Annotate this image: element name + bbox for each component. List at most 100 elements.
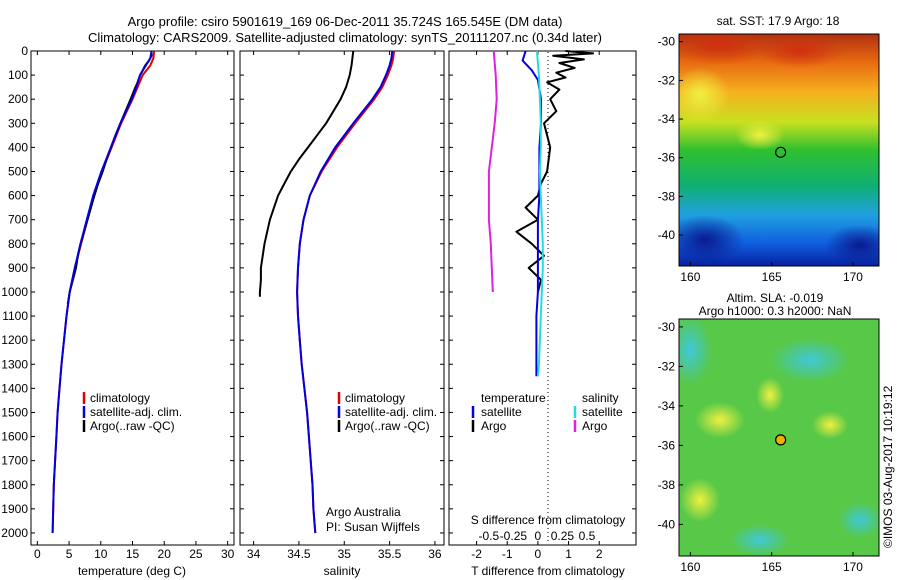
legend-label-argo: Argo(..raw -QC): [345, 419, 430, 433]
legend-label-s-argo: Argo: [582, 419, 608, 433]
depth-tick-label: 1600: [1, 430, 28, 444]
temperature-x-axis: 0 5 10 15 20 25 30: [34, 51, 235, 561]
depth-tick-label: 800: [8, 237, 28, 251]
sla-float-marker: [775, 434, 787, 446]
x-tick-label: 35.5: [378, 547, 402, 561]
legend-salinity-heading: salinity: [582, 391, 619, 405]
legend-label-argo: Argo(..raw -QC): [90, 419, 175, 433]
x-tick-label: -1: [502, 547, 513, 561]
sla-map-axes: -30 -32 -34 -36 -38 -40 160 165 170: [658, 320, 864, 574]
profile-line-satellite-adj-clim-: [51, 50, 153, 534]
s-tick-label: -0.5: [479, 529, 500, 543]
lon-tick-label: 165: [762, 560, 782, 574]
salinity-panel-frame: [239, 50, 445, 546]
lat-tick-label: -38: [658, 189, 676, 203]
depth-tick-label: 400: [8, 140, 28, 154]
depth-tick-label: 600: [8, 189, 28, 203]
salinity-legend: climatology satellite-adj. clim. Argo(..…: [337, 391, 437, 433]
sla-map-title: Altim. SLA: -0.019: [727, 291, 824, 305]
figure-title-line1: Argo profile: csiro 5901619_169 06-Dec-2…: [128, 14, 563, 29]
legend-label-satellite: satellite-adj. clim.: [90, 405, 182, 419]
lat-tick-label: -34: [658, 399, 676, 413]
x-tick-label: 30: [221, 547, 235, 561]
sst-map-title: sat. SST: 17.9 Argo: 18: [717, 14, 840, 28]
legend-label-t-argo: Argo: [481, 419, 507, 433]
sla-map-image: [679, 319, 879, 556]
depth-tick-label: 1000: [1, 285, 28, 299]
depth-tick-label: 700: [8, 213, 28, 227]
depth-tick-label: 1700: [1, 454, 28, 468]
x-tick-label: 20: [158, 547, 172, 561]
lon-tick-label: 160: [680, 560, 700, 574]
profile-line-satellite-adj-clim-: [296, 50, 394, 534]
lat-tick-label: -40: [658, 517, 676, 531]
s-tick-label: 0.5: [579, 529, 596, 543]
legend-temperature-heading: temperature: [481, 391, 546, 405]
x-tick-label: 35: [338, 547, 352, 561]
x-tick-label: 10: [94, 547, 108, 561]
sst-map-frame: [678, 33, 880, 267]
institution-note: Argo Australia: [326, 505, 401, 519]
profile-lines: [51, 50, 595, 534]
difference-legend: temperature salinity satellite Argo sate…: [471, 391, 623, 433]
lat-tick-label: -38: [658, 478, 676, 492]
x-tick-label: 36: [428, 547, 442, 561]
s-difference-label: S difference from climatology: [471, 513, 626, 527]
depth-tick-label: 1400: [1, 381, 28, 395]
depth-tick-label: 100: [8, 68, 28, 82]
sst-float-marker: [775, 146, 787, 158]
lon-tick-label: 160: [680, 270, 700, 284]
legend-label-s-satellite: satellite: [582, 405, 623, 419]
salinity-axis-label: salinity: [324, 564, 361, 578]
lon-tick-label: 170: [843, 270, 863, 284]
lat-tick-label: -36: [658, 438, 676, 452]
temperature-legend: climatology satellite-adj. clim. Argo(..…: [82, 391, 182, 433]
profile-line-t-argo: [515, 50, 595, 293]
depth-tick-label: 1100: [2, 309, 28, 323]
t-difference-label: T difference from climatology: [471, 564, 625, 578]
sla-map-frame: [678, 318, 880, 557]
s-tick-label: 0.25: [551, 529, 575, 543]
difference-x-axes: -2 -1 0 1 2 -0.5 -0.25 0 0.25 0.5: [471, 51, 603, 561]
depth-tick-label: 1800: [1, 478, 28, 492]
x-tick-label: 1: [565, 547, 572, 561]
lat-tick-label: -30: [658, 35, 676, 49]
x-tick-label: 5: [66, 547, 73, 561]
x-tick-label: 25: [189, 547, 203, 561]
depth-tick-label: 300: [8, 116, 28, 130]
s-tick-label: -0.25: [500, 529, 528, 543]
temperature-panel-frame: [30, 50, 235, 546]
depth-tick-label: 1900: [1, 502, 28, 516]
figure-title-line2: Climatology: CARS2009. Satellite-adjuste…: [88, 30, 602, 45]
legend-label-satellite: satellite-adj. clim.: [345, 405, 437, 419]
sst-map-axes: -30 -32 -34 -36 -38 -40 160 165 170: [658, 35, 864, 284]
x-tick-label: 34.5: [287, 547, 311, 561]
lat-tick-label: -30: [658, 320, 676, 334]
lat-tick-label: -36: [658, 151, 676, 165]
lat-tick-label: -32: [658, 73, 676, 87]
lat-tick-label: -34: [658, 112, 676, 126]
x-tick-label: 15: [126, 547, 140, 561]
sla-map-subtitle: Argo h1000: 0.3 h2000: NaN: [699, 304, 852, 318]
profile-line-t-satellite: [521, 50, 542, 377]
profile-line-s-satellite: [535, 50, 544, 377]
depth-tick-label: 1500: [1, 405, 28, 419]
depth-tick-label: 500: [8, 164, 28, 178]
lon-tick-label: 170: [843, 560, 863, 574]
depth-tick-label: 1200: [1, 333, 28, 347]
s-tick-label: 0: [535, 529, 542, 543]
temperature-axis-label: temperature (deg C): [78, 564, 186, 578]
legend-label-climatology: climatology: [90, 391, 150, 405]
depth-tick-label: 0: [21, 44, 28, 58]
profile-line-s-argo: [487, 50, 498, 293]
lon-tick-label: 165: [762, 270, 782, 284]
x-tick-label: 34: [247, 547, 261, 561]
lat-tick-label: -40: [658, 228, 676, 242]
depth-axis: 0 100 200 300 400 500 600 700 800 900 1000 1100 1200…: [1, 44, 636, 540]
depth-tick-label: 1300: [1, 357, 28, 371]
profile-line-argo-raw-qc-: [66, 51, 153, 305]
depth-tick-label: 2000: [1, 526, 28, 540]
legend-label-t-satellite: satellite: [481, 405, 522, 419]
salinity-x-axis: 34 34.5 35 35.5 36: [247, 51, 442, 561]
